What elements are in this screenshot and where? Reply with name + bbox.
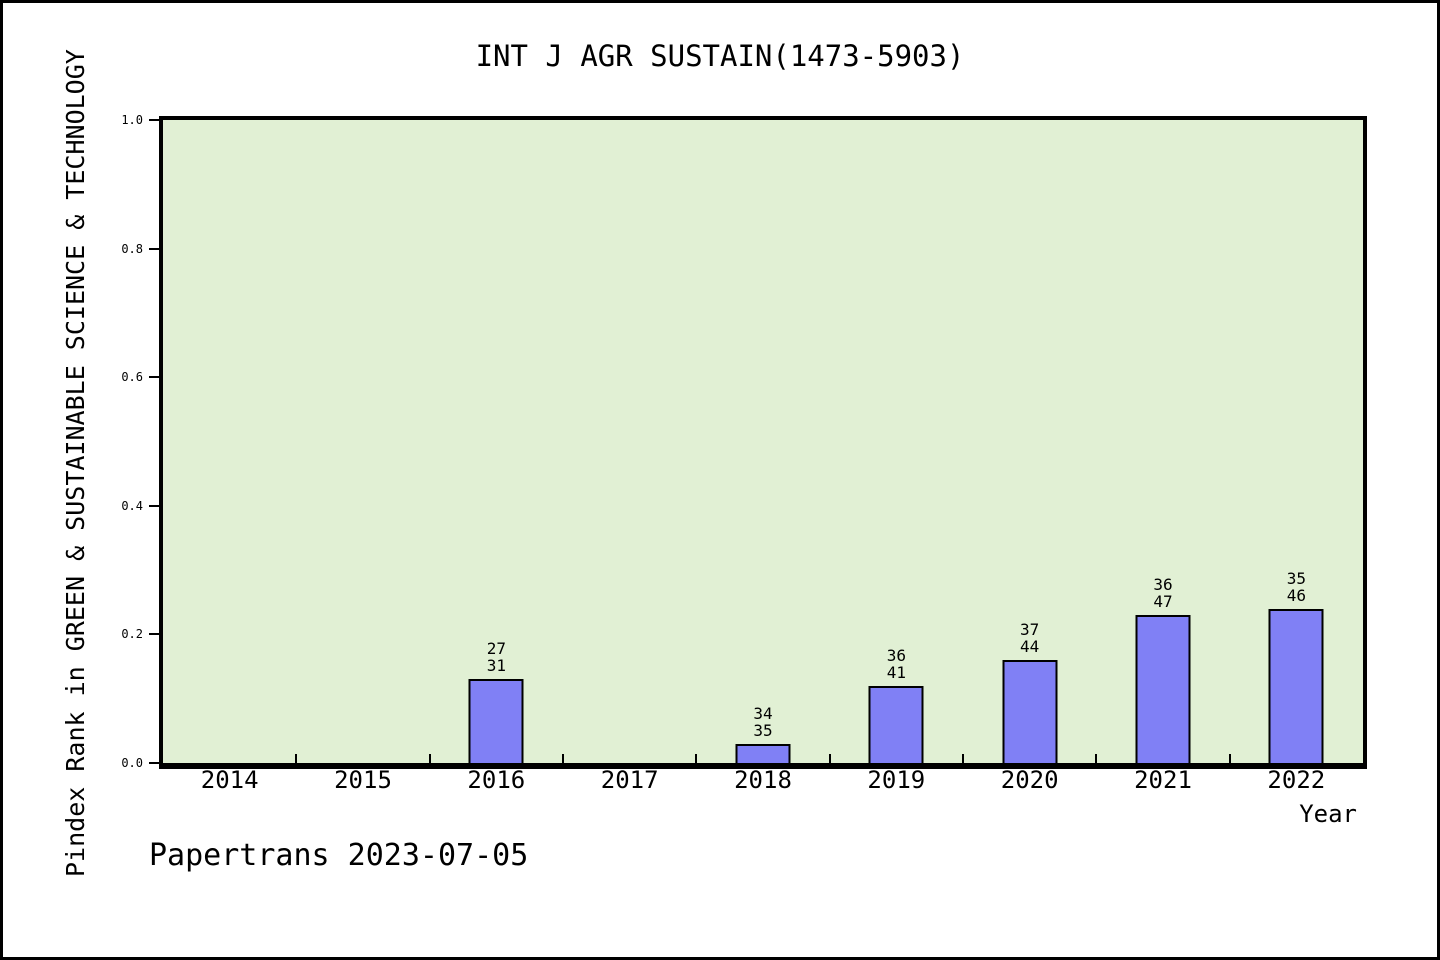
y-tick-label: 0.2: [121, 627, 143, 642]
y-tick-mark: [149, 633, 159, 636]
x-tick-label: 2014: [200, 766, 259, 794]
x-tick-label: 2019: [867, 766, 926, 794]
x-minor-tick: [695, 754, 698, 763]
y-tick-label: 0.0: [121, 756, 143, 770]
x-tick-label: 2016: [467, 766, 526, 794]
x-tick-label: 2015: [334, 766, 392, 794]
x-tick-labels: 2014 2015 2016 2017 2018 2019 2020 2021 2022: [163, 766, 1363, 798]
chart-title: INT J AGR SUSTAIN(1473-5903): [475, 39, 965, 73]
y-tick-mark: [149, 762, 159, 764]
x-minor-tick: [1228, 754, 1231, 763]
y-tick-label: 0.4: [121, 498, 143, 513]
y-tick-label: 1.0: [121, 113, 143, 127]
bar-label-2018: 34 35: [753, 703, 773, 740]
y-axis: 0.0 0.2 0.4 0.6 0.8 1.0: [3, 114, 159, 769]
x-minor-tick: [562, 754, 564, 763]
bar-label-2019: 36 41: [886, 645, 906, 682]
bar-2020: [1002, 660, 1058, 763]
bar-2018: [735, 743, 791, 763]
bar-label-2020: 37 44: [1020, 620, 1040, 657]
x-minor-tick: [828, 754, 831, 763]
x-minor-tick: [962, 754, 964, 763]
y-tick-mark: [149, 504, 159, 507]
x-tick-label: 2020: [1000, 766, 1059, 794]
x-minor-tick: [1095, 754, 1098, 763]
y-tick-mark: [149, 376, 159, 379]
footer-watermark: Papertrans 2023-07-05: [149, 838, 529, 873]
x-tick-label: 2017: [600, 766, 659, 794]
bar-2022: [1268, 608, 1324, 763]
x-tick-label: 2021: [1134, 766, 1192, 794]
x-tick-label: 2018: [734, 766, 792, 794]
plot-area: 27 31 34 35 36 41 37 44 36 47 35 46: [159, 116, 1367, 769]
y-tick-mark: [149, 119, 159, 121]
bar-label-2021: 36 47: [1153, 575, 1173, 612]
x-minor-tick: [295, 754, 298, 763]
bar-2016: [468, 679, 524, 763]
y-tick-label: 0.6: [121, 370, 143, 385]
x-axis-title: Year: [1299, 800, 1357, 828]
y-tick-label: 0.8: [121, 241, 143, 256]
bar-label-2016: 27 31: [486, 639, 506, 676]
bar-2019: [868, 685, 924, 763]
x-minor-tick: [428, 754, 431, 763]
y-tick-mark: [149, 247, 159, 250]
x-tick-label: 2022: [1267, 766, 1326, 794]
bar-2021: [1135, 615, 1191, 763]
bar-label-2022: 35 46: [1286, 568, 1306, 605]
